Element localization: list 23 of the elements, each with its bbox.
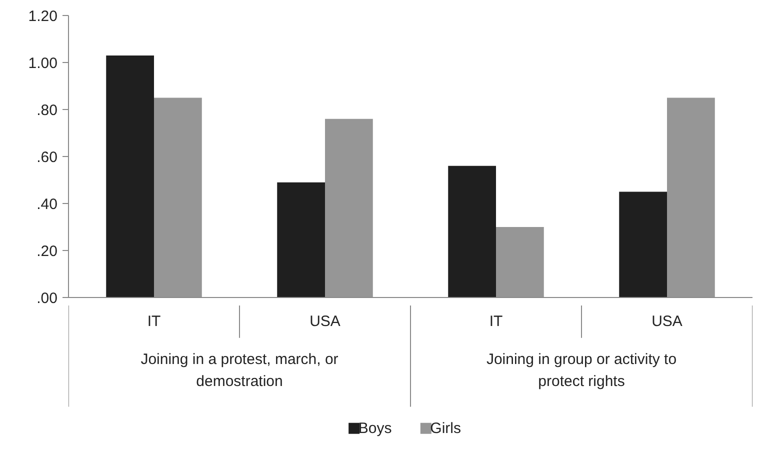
- x-tick-label: IT: [489, 313, 503, 330]
- bar: [667, 98, 715, 298]
- y-tick-label: .40: [36, 196, 58, 213]
- legend-label: Boys: [358, 420, 392, 437]
- y-tick-label: .60: [36, 149, 58, 166]
- bar: [496, 227, 544, 298]
- bar: [448, 166, 496, 298]
- bar: [154, 98, 202, 298]
- x-tick-label: USA: [652, 313, 682, 330]
- bar: [106, 55, 154, 298]
- y-tick-label: .20: [36, 243, 58, 260]
- y-tick-label: 1.20: [28, 8, 58, 25]
- y-tick-label: 1.00: [28, 55, 58, 72]
- y-tick-label: .00: [36, 290, 58, 307]
- text: Joining in a protest, march, or demostration: [140, 350, 338, 390]
- x-tick-label: USA: [310, 313, 340, 330]
- bar: [325, 118, 373, 298]
- y-tick-label: .80: [36, 102, 58, 119]
- legend-label: Girls: [430, 420, 461, 437]
- x-tick-label: IT: [147, 313, 161, 330]
- bar: [619, 192, 667, 298]
- text: Joining in group or activity to protect rights: [486, 350, 677, 390]
- bar: [277, 182, 325, 298]
